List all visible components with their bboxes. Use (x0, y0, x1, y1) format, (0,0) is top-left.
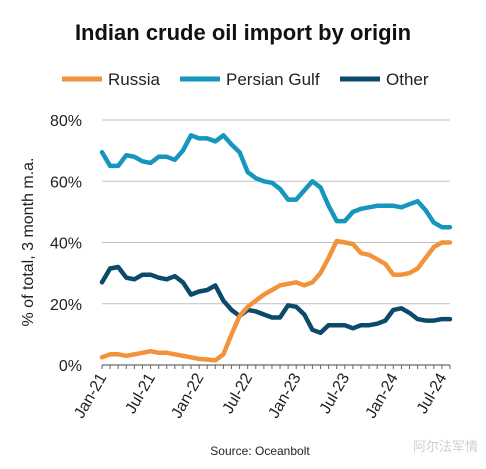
y-tick-label: 0% (59, 358, 82, 375)
series-line-russia (99, 238, 453, 363)
legend-label-persian-gulf: Persian Gulf (226, 70, 320, 89)
y-tick-label: 40% (50, 236, 82, 253)
x-tick-label: Jan-21 (71, 370, 110, 421)
x-tick-label: Jul-23 (317, 370, 354, 416)
x-tick-label: Jul-24 (414, 370, 451, 416)
x-tick-label: Jan-23 (266, 370, 305, 421)
source-note: Source: Oceanbolt (210, 444, 310, 458)
series-line-persian-gulf (99, 133, 453, 230)
y-tick-label: 80% (50, 113, 82, 130)
legend-label-other: Other (386, 70, 429, 89)
x-tick-label: Jan-24 (363, 370, 402, 421)
x-axis: Jan-21 Jul-21 Jan-22 Jul-22 Jan-23 Jul-23 Jan-… (71, 364, 451, 421)
x-tick-label: Jul-22 (220, 370, 257, 416)
y-axis-label: % of total, 3 month m.a. (20, 158, 37, 327)
y-tick-label: 20% (50, 297, 82, 314)
gridlines (102, 119, 450, 305)
series-line-other (99, 264, 453, 336)
chart-title: Indian crude oil import by origin (75, 20, 411, 45)
series-lines (99, 133, 453, 363)
x-tick-label: Jan-22 (168, 370, 207, 421)
y-axis: 0% 20% 40% 60% 80% (50, 113, 82, 375)
x-tick-label: Jul-21 (123, 370, 160, 416)
watermark: 阿尔法军情 (413, 440, 478, 455)
y-tick-label: 60% (50, 174, 82, 191)
legend-label-russia: Russia (108, 70, 161, 89)
legend: Russia Persian Gulf Other (62, 70, 429, 89)
